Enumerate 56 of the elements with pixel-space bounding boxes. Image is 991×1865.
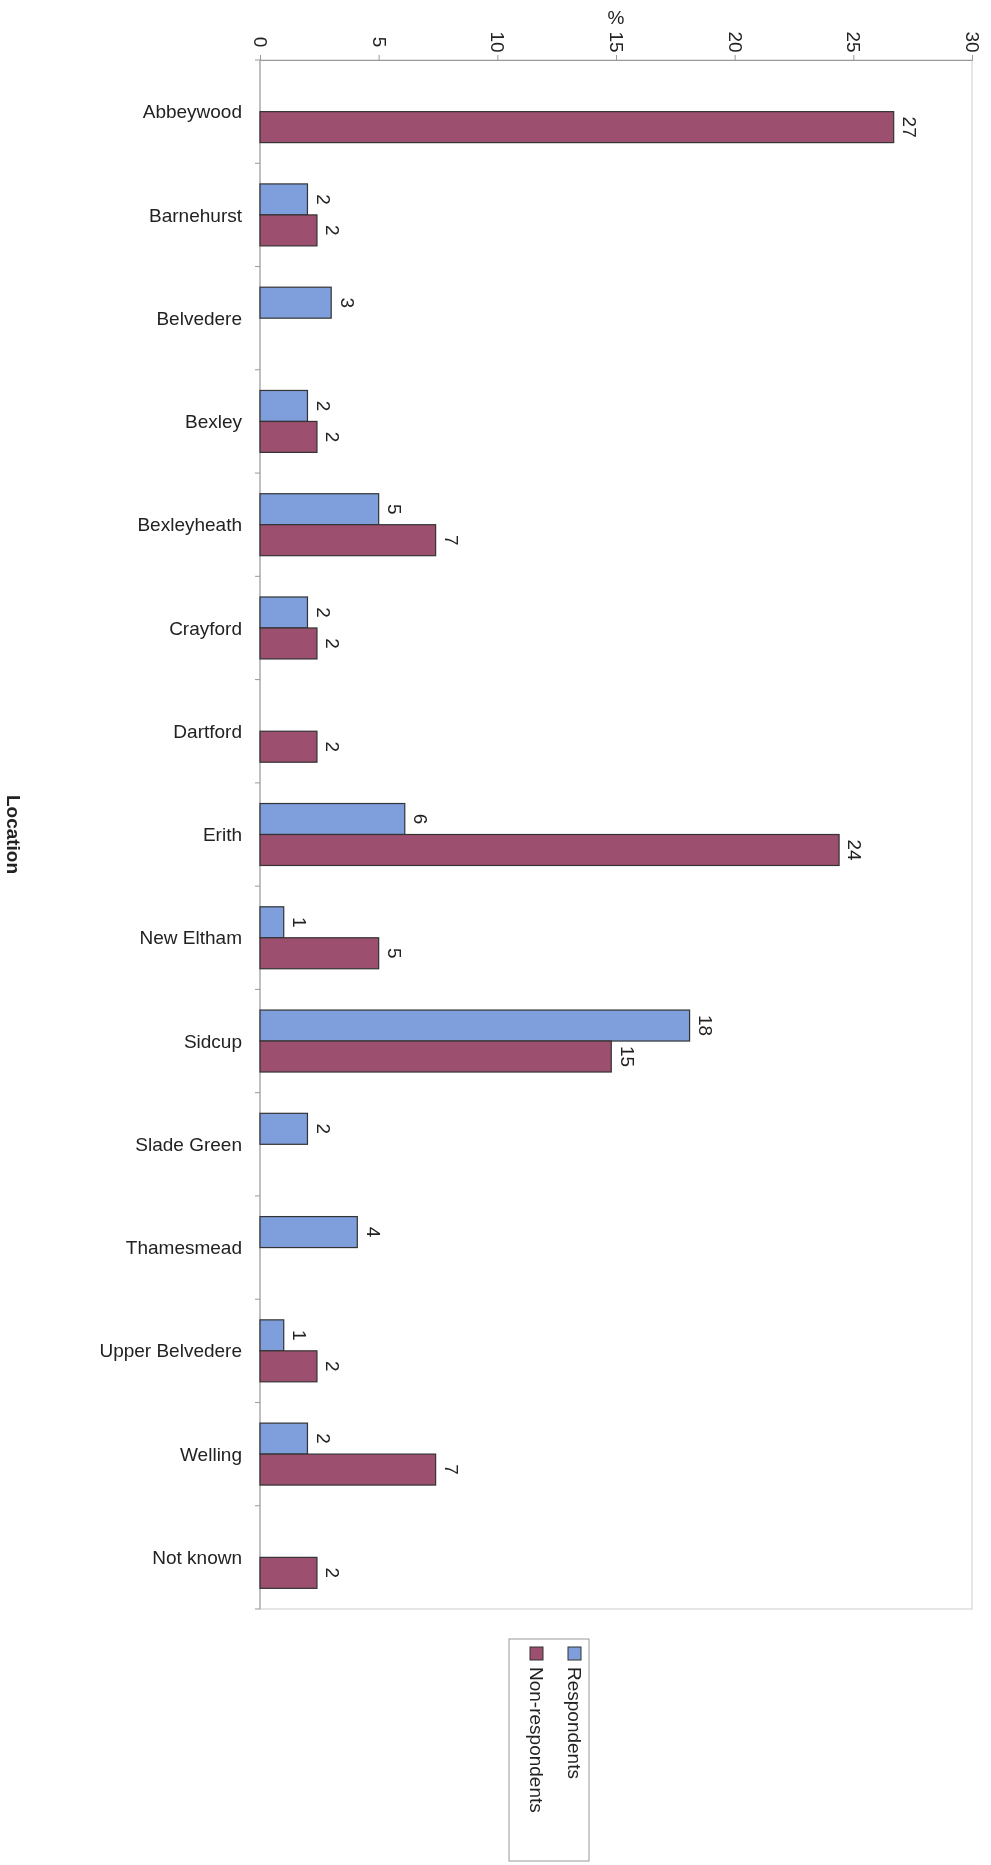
data-label: 1 (289, 916, 311, 928)
y-tick-label: Belvedere (156, 307, 242, 329)
data-label: 2 (312, 194, 334, 205)
y-tick-label: New Eltham (139, 927, 242, 949)
data-label: 2 (322, 638, 344, 649)
legend-label: Non-respondents (526, 1667, 548, 1813)
x-axis-title: % (607, 7, 625, 28)
x-tick-label: 30 (961, 31, 983, 53)
bar (259, 730, 318, 763)
data-label: 7 (440, 1464, 462, 1475)
data-label: 2 (322, 741, 344, 753)
y-tick-label: Abbeywood (142, 101, 242, 123)
y-tick-label: Slade Green (135, 1133, 242, 1155)
data-label: 1 (289, 1330, 311, 1341)
y-tick-label: Welling (180, 1443, 242, 1465)
y-tick-label: Sidcup (183, 1030, 242, 1052)
data-label: 5 (384, 503, 406, 515)
y-tick-label: Dartford (173, 720, 242, 742)
data-label: 2 (312, 400, 334, 412)
data-label: 2 (322, 1361, 344, 1372)
data-label: 7 (440, 534, 462, 546)
data-label: 15 (616, 1045, 638, 1068)
y-tick-label: Upper Belvedere (99, 1340, 242, 1362)
data-label: 2 (312, 607, 334, 618)
data-label: 4 (362, 1226, 384, 1238)
x-tick-label: 20 (724, 31, 746, 53)
data-label: 2 (322, 431, 344, 443)
data-label: 5 (384, 947, 406, 959)
bar (259, 111, 895, 144)
data-label: 6 (410, 813, 432, 825)
y-tick-label: Not known (152, 1547, 242, 1569)
bar (259, 1215, 358, 1249)
data-label: 2 (322, 225, 344, 236)
bar (259, 1112, 309, 1145)
data-label: 27 (899, 116, 921, 138)
legend-label: Respondents (564, 1667, 586, 1779)
y-tick-label: Bexley (184, 411, 243, 433)
x-tick-label: 5 (368, 36, 390, 48)
y-tick-label: Barnehurst (149, 204, 243, 226)
data-label: 24 (844, 839, 866, 861)
data-label: 2 (322, 1567, 344, 1579)
bar (259, 286, 332, 319)
y-tick-label: Erith (202, 824, 242, 846)
data-label: 2 (312, 1433, 334, 1444)
x-tick-label: 25 (843, 31, 865, 53)
y-tick-label: Thamesmead (125, 1237, 242, 1259)
data-label: 2 (312, 1123, 334, 1135)
y-axis-title: Location (3, 794, 25, 875)
x-tick-label: 10 (487, 31, 509, 53)
y-tick-label: Crayford (169, 617, 242, 639)
x-tick-label: 0 (249, 36, 271, 48)
data-label: 3 (336, 297, 358, 308)
data-label: 18 (694, 1014, 716, 1037)
bar (259, 1556, 318, 1589)
x-tick-label: 15 (605, 31, 627, 53)
y-tick-label: Bexleyheath (137, 514, 242, 536)
